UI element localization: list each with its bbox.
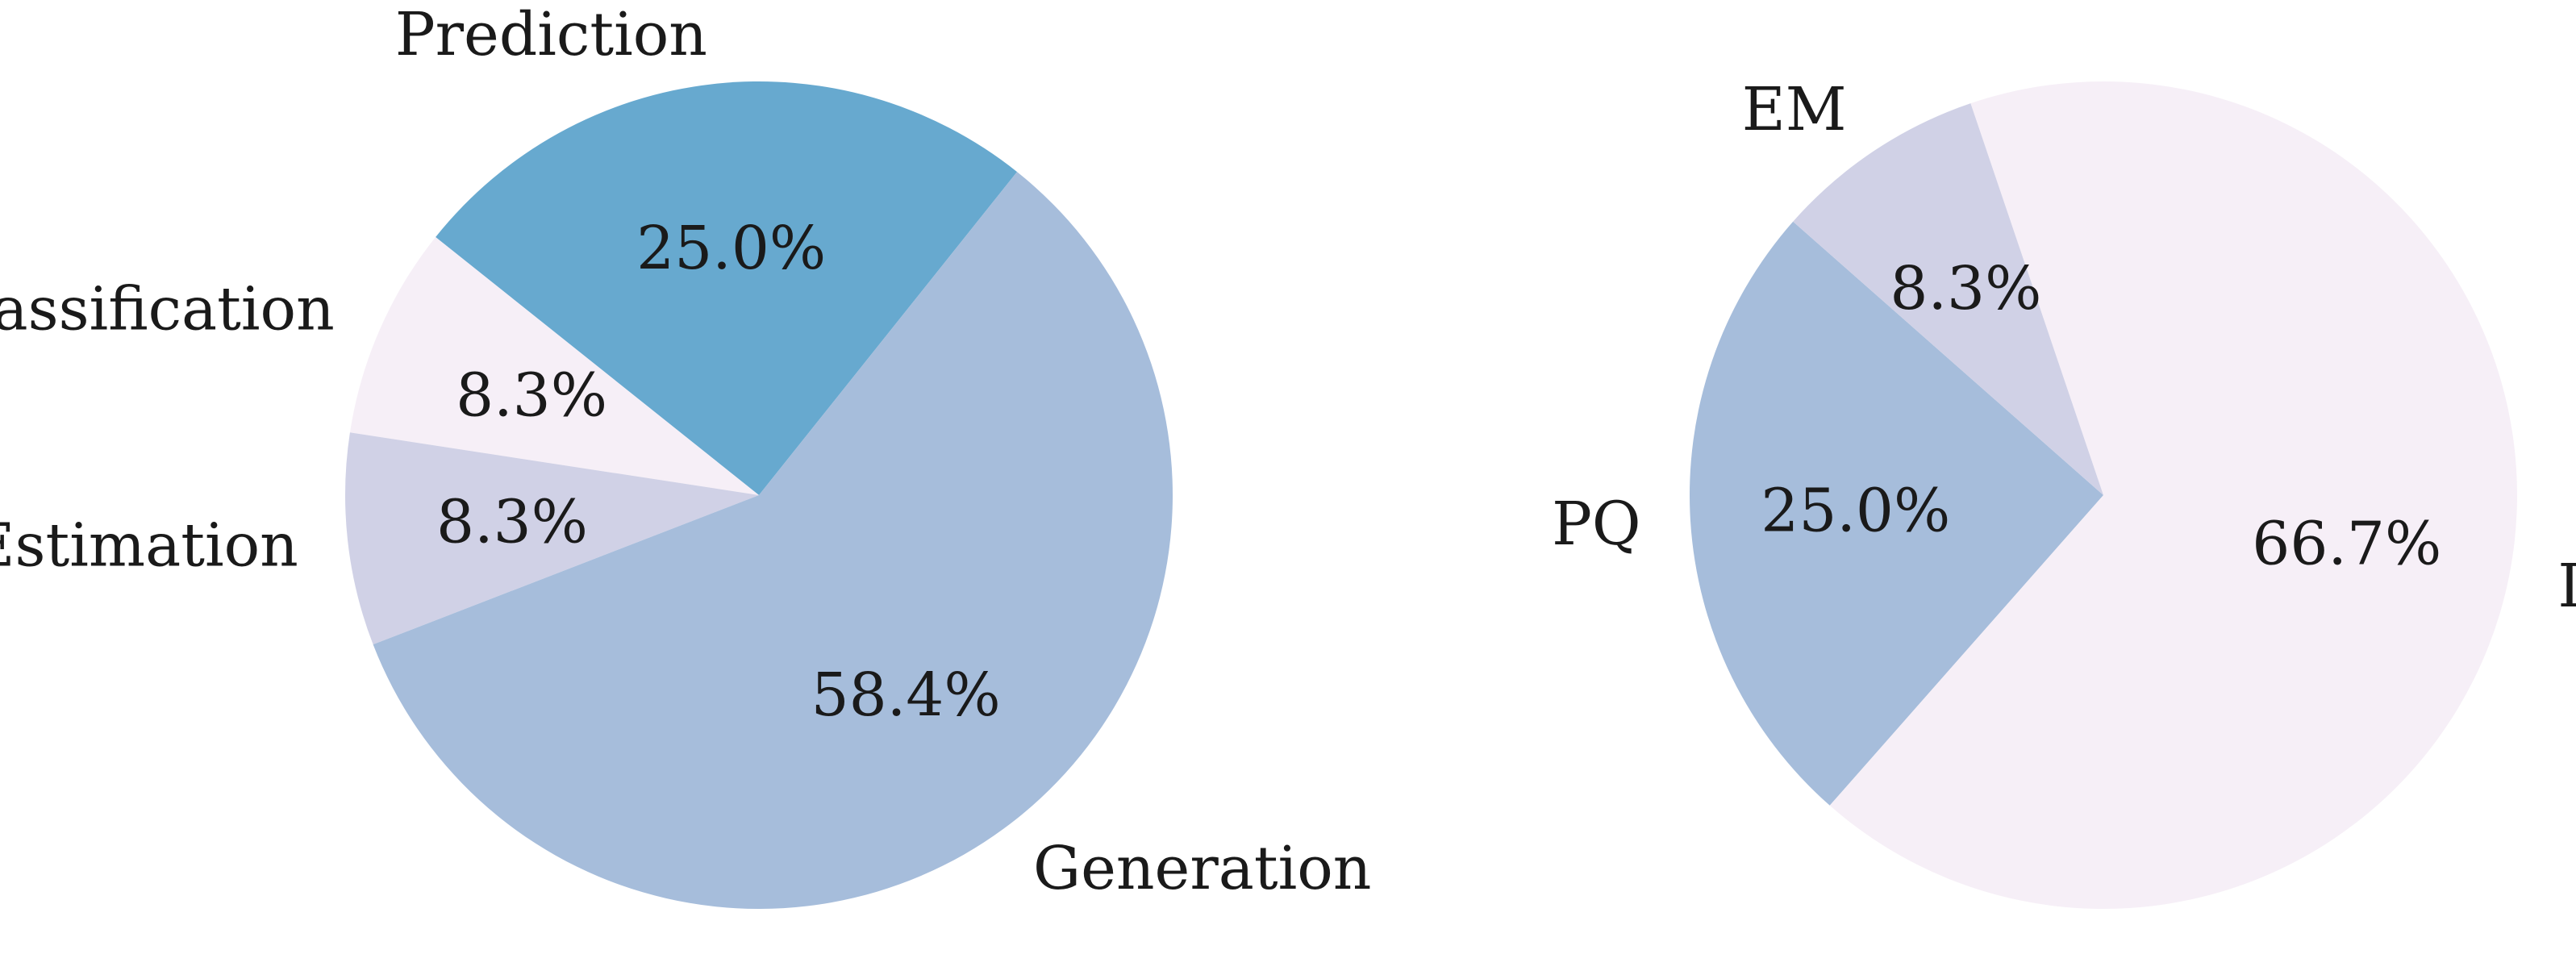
- pie-slice-der: [1829, 81, 2517, 910]
- pie-slice-pq: [1690, 221, 2103, 806]
- pie-chart-task-types: 25.0% Prediction 8.3% Classification 8.3% Est…: [0, 0, 1371, 909]
- pie-slice-generation: [373, 172, 1173, 909]
- pct-label-estimation: 8.3%: [436, 487, 588, 556]
- pie-slice-prediction: [436, 81, 1018, 496]
- pct-label-der: 66.7%: [2252, 510, 2441, 579]
- pct-label-classification: 8.3%: [456, 360, 607, 430]
- category-label-classification: Classification: [0, 274, 335, 344]
- category-label-generation: Generation: [1033, 834, 1371, 903]
- pie-slice-classification: [349, 236, 759, 495]
- category-label-der: DER: [2557, 552, 2576, 621]
- category-label-pq: PQ: [1552, 490, 1640, 559]
- pct-label-pq: 25.0%: [1761, 476, 1950, 545]
- pie-slice-estimation: [345, 432, 759, 645]
- category-label-estimation: Estimation: [0, 510, 298, 580]
- pie-chart-metrics: 25.0% PQ 66.7% DER 8.3% EM: [1552, 75, 2576, 910]
- pct-label-prediction: 25.0%: [636, 214, 826, 283]
- pie-slice-em: [1793, 103, 2103, 496]
- category-label-prediction: Prediction: [395, 0, 707, 69]
- pct-label-em: 8.3%: [1890, 254, 2041, 323]
- category-label-em: EM: [1742, 75, 1847, 144]
- pct-label-generation: 58.4%: [811, 660, 1001, 730]
